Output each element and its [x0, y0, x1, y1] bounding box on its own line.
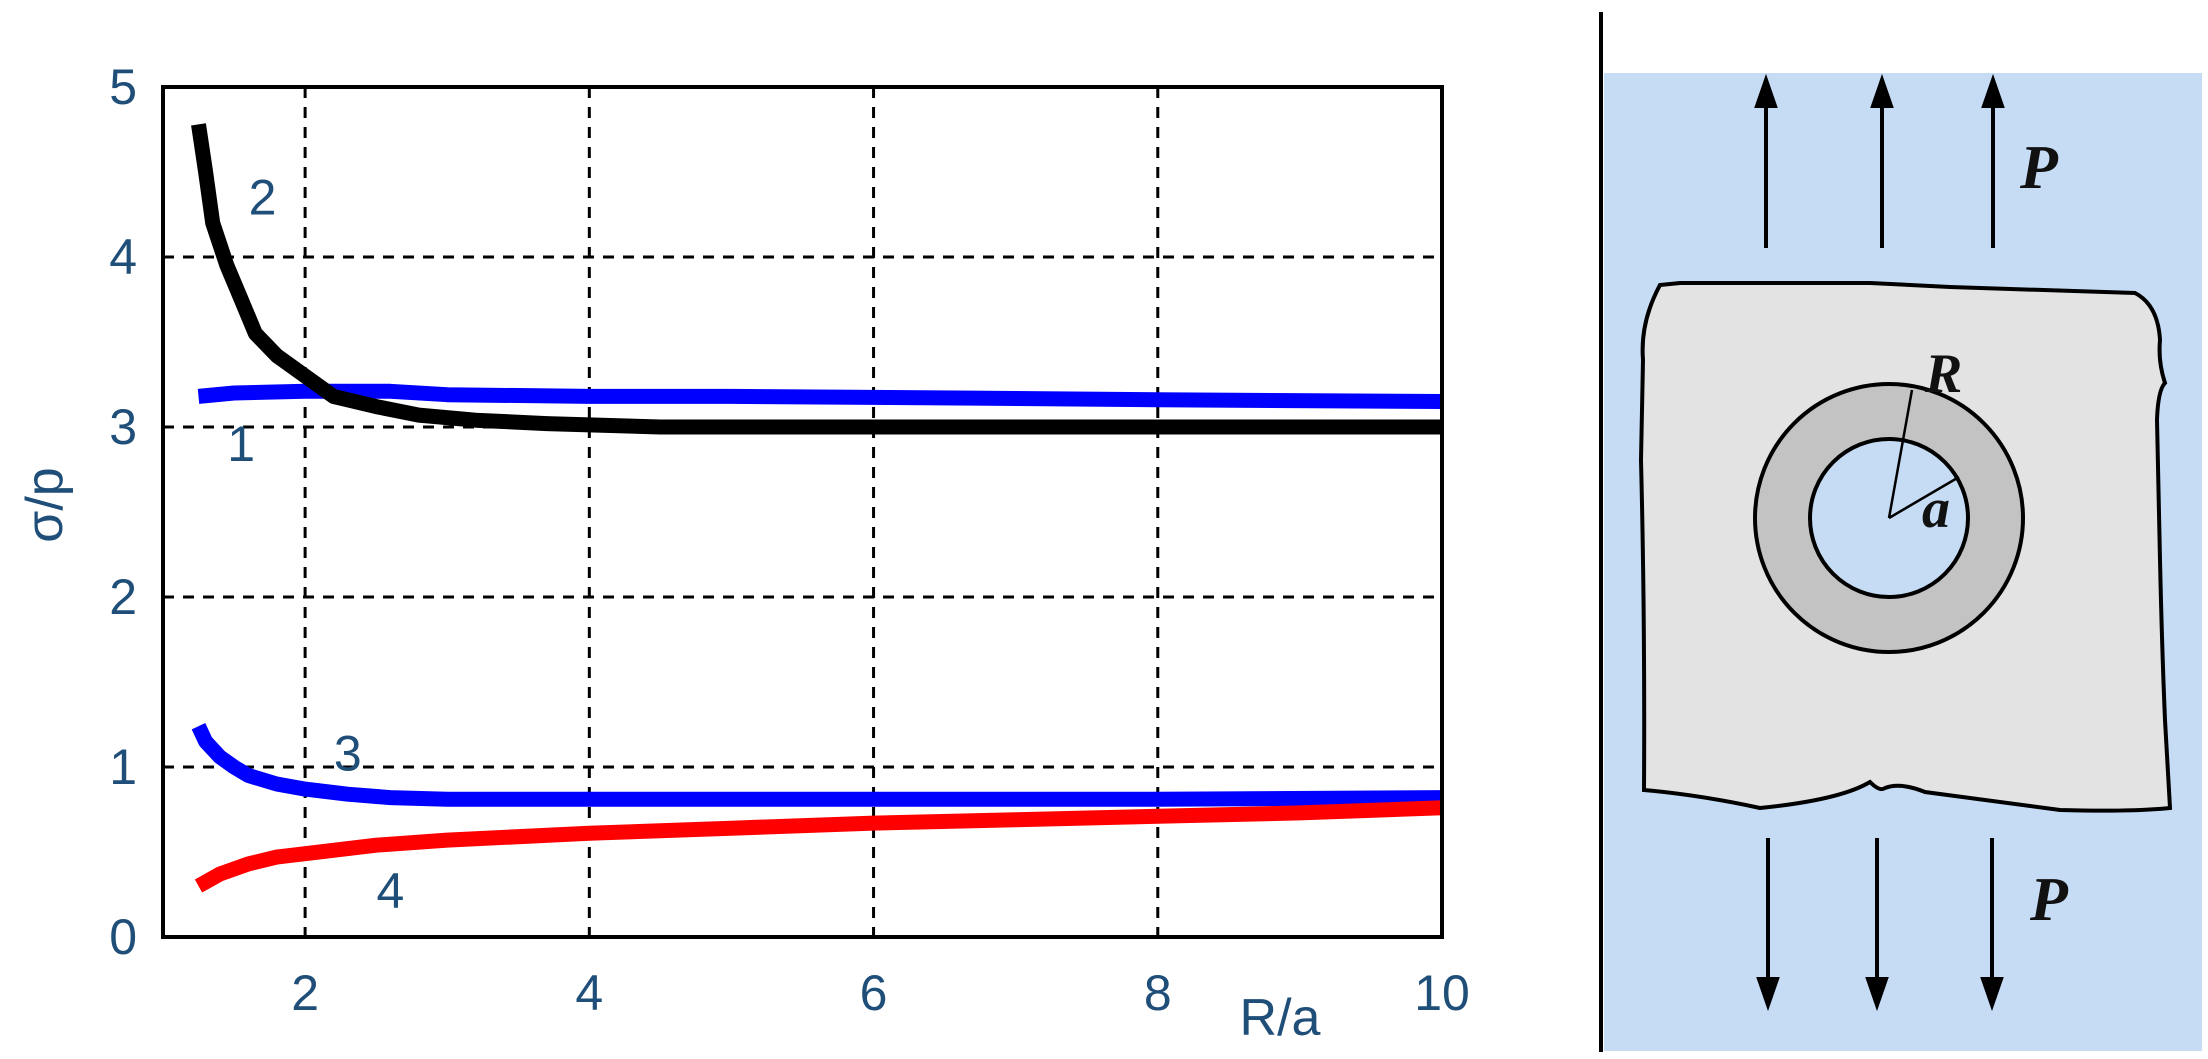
x-tick-label: 6	[860, 965, 888, 1021]
chart-series	[191, 123, 1443, 893]
x-tick-label: 2	[291, 965, 319, 1021]
bottom-load-arrows	[1756, 838, 2004, 1012]
load-label-top: P	[2019, 134, 2059, 202]
arrow-down-icon	[1980, 977, 2004, 1012]
top-load-arrows	[1754, 73, 2005, 248]
inner-radius-label: a	[1922, 478, 1950, 540]
x-tick-label: 8	[1144, 965, 1172, 1021]
series-line-4	[194, 800, 1443, 893]
x-tick-label: 4	[575, 965, 603, 1021]
arrow-up-icon	[1870, 73, 1894, 108]
y-tick-label: 1	[109, 739, 137, 795]
y-tick-label: 5	[109, 59, 137, 115]
load-label-bottom: P	[2029, 866, 2069, 934]
plot-frame	[161, 85, 1444, 939]
y-axis-label: σ/p	[16, 467, 74, 542]
arrow-down-icon	[1756, 977, 1780, 1012]
curve-label-4: 4	[376, 863, 404, 919]
curve-label-2: 2	[249, 170, 277, 226]
outer-radius-line	[1887, 389, 1914, 519]
x-axis-label: R/a	[1240, 989, 1321, 1047]
inner-radius-line	[1888, 475, 1960, 520]
arrow-up-icon	[1981, 73, 2005, 108]
curve-label-3: 3	[334, 725, 362, 781]
y-tick-label: 4	[109, 229, 137, 285]
stress-chart: 2 4 6 8 10 0 1 2 3 4 5 1 2 3 4 R/a σ/p	[16, 59, 1470, 1047]
arrow-up-icon	[1754, 73, 1778, 108]
y-tick-label: 2	[109, 569, 137, 625]
curve-label-1: 1	[227, 416, 255, 472]
y-tick-label: 3	[109, 399, 137, 455]
x-tick-label: 10	[1414, 965, 1470, 1021]
series-line-1	[197, 383, 1443, 409]
arrow-down-icon	[1865, 977, 1889, 1012]
series-line-2	[191, 123, 1442, 435]
plate-diagram: P R a P	[1604, 73, 2202, 1051]
series-line-3	[191, 723, 1443, 807]
chart-ticks: 2 4 6 8 10 0 1 2 3 4 5	[109, 59, 1470, 1021]
curve-labels: 1 2 3 4	[227, 170, 404, 920]
outer-radius-label: R	[1924, 343, 1962, 405]
y-tick-label: 0	[109, 909, 137, 965]
